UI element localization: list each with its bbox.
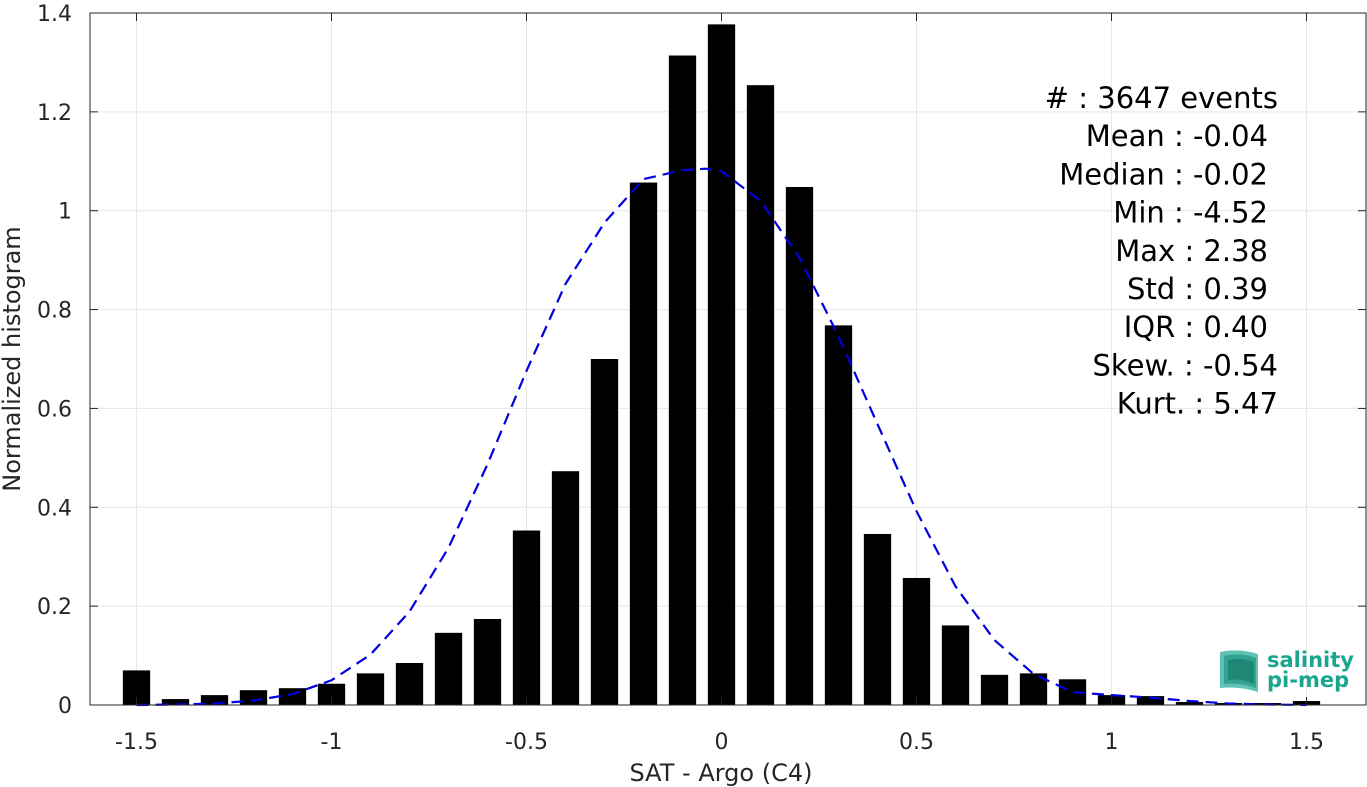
x-tick-label: 0 bbox=[715, 730, 729, 755]
histogram-bar bbox=[1136, 696, 1165, 705]
y-tick-label: 0.8 bbox=[37, 299, 72, 324]
logo-line2: pi-mep bbox=[1267, 668, 1349, 692]
histogram-bar bbox=[941, 625, 970, 705]
y-axis-label: Normalized histogram bbox=[0, 226, 26, 491]
histogram-bar bbox=[902, 577, 931, 705]
stat-line: Skew. : -0.54 bbox=[1092, 348, 1278, 382]
histogram-bar bbox=[668, 55, 697, 706]
histogram-bar bbox=[395, 662, 424, 705]
histogram-bar bbox=[200, 695, 229, 705]
x-tick-label: -1.5 bbox=[115, 730, 158, 755]
y-tick-label: 1.2 bbox=[37, 101, 72, 126]
y-tick-label: 0.2 bbox=[37, 595, 72, 620]
stat-line: Median : -0.02 bbox=[1059, 157, 1268, 191]
x-tick-label: 1.5 bbox=[1289, 730, 1324, 755]
histogram-bar bbox=[551, 471, 580, 705]
histogram-bar bbox=[473, 618, 502, 705]
salinity-pi-mep-logo: salinity pi-mep bbox=[1220, 648, 1354, 692]
stat-line: Min : -4.52 bbox=[1113, 196, 1268, 230]
histogram-bar bbox=[785, 186, 814, 705]
stat-line: Max : 2.38 bbox=[1115, 234, 1268, 268]
x-tick-label: 1 bbox=[1105, 730, 1119, 755]
x-axis-label: SAT - Argo (C4) bbox=[630, 759, 813, 787]
plot-frame bbox=[89, 12, 1367, 706]
logo-line1: salinity bbox=[1267, 648, 1354, 672]
histogram-bar bbox=[434, 632, 463, 705]
histogram-bar bbox=[707, 24, 736, 705]
logo-wave-icon bbox=[1220, 650, 1258, 692]
y-tick-label: 0.4 bbox=[37, 496, 72, 521]
histogram-bar bbox=[161, 699, 190, 705]
y-axis-ticks: 0 0.2 0.4 0.6 0.8 1 1.2 1.4 bbox=[37, 2, 1366, 719]
stat-line: Mean : -0.04 bbox=[1086, 119, 1268, 153]
histogram-bar bbox=[239, 690, 268, 705]
histogram-bar bbox=[317, 683, 346, 705]
histogram-bar bbox=[278, 688, 307, 705]
histogram-bar bbox=[512, 530, 541, 705]
x-tick-label: -1 bbox=[321, 730, 343, 755]
x-axis-ticks: -1.5 -1 -0.5 0 0.5 1 1.5 bbox=[115, 13, 1324, 755]
y-tick-label: 0.6 bbox=[37, 397, 72, 422]
histogram-bar bbox=[824, 325, 853, 705]
y-tick-label: 1.4 bbox=[37, 2, 72, 27]
stat-line: Kurt. : 5.47 bbox=[1117, 387, 1278, 421]
histogram-bar bbox=[746, 85, 775, 705]
histogram-bar bbox=[356, 673, 385, 705]
stat-line: IQR : 0.40 bbox=[1124, 310, 1268, 344]
histogram-bar bbox=[1175, 702, 1204, 705]
histogram-bar bbox=[980, 674, 1009, 705]
histogram-bar bbox=[629, 182, 658, 706]
histogram-bar bbox=[863, 533, 892, 705]
stat-line: # : 3647 events bbox=[1045, 81, 1278, 115]
x-tick-label: 0.5 bbox=[899, 730, 934, 755]
y-tick-label: 0 bbox=[58, 694, 72, 719]
histogram-bar bbox=[590, 359, 619, 705]
statistics-box: # : 3647 events Mean : -0.04 Median : -0.0… bbox=[1045, 81, 1278, 421]
stat-line: Std : 0.39 bbox=[1127, 272, 1268, 306]
x-tick-label: -0.5 bbox=[505, 730, 548, 755]
y-tick-label: 1 bbox=[58, 200, 72, 225]
bar-series bbox=[122, 24, 1321, 706]
